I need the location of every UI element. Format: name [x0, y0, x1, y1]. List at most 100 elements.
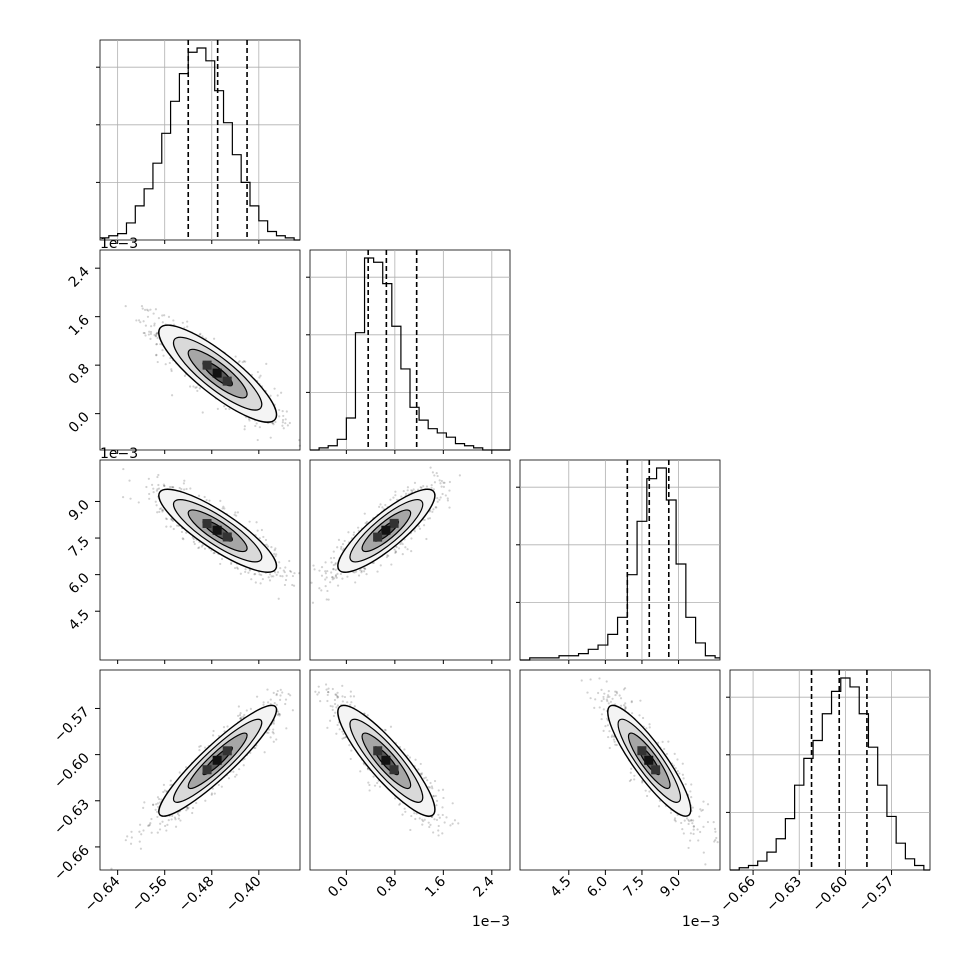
scatter-point	[332, 714, 336, 718]
scatter-point	[384, 503, 387, 507]
scatter-point	[413, 530, 416, 533]
scatter-point	[336, 691, 339, 694]
scatter-point	[336, 696, 339, 699]
scatter-point	[648, 726, 651, 729]
scatter-point	[260, 528, 263, 532]
scatter-point	[157, 805, 160, 809]
scatter-point	[155, 489, 159, 492]
scatter-point	[220, 557, 224, 561]
scatter-point	[275, 738, 278, 741]
scatter-point	[256, 529, 259, 532]
scatter-point	[249, 707, 252, 710]
scatter-point	[289, 570, 293, 573]
scatter-point	[424, 776, 427, 779]
scatter-point	[155, 333, 158, 336]
scatter-point	[334, 563, 337, 566]
scatter-point	[266, 701, 270, 704]
scatter-point	[363, 567, 366, 570]
scatter-point	[157, 487, 161, 490]
scatter-point	[355, 570, 358, 573]
scatter-point	[420, 773, 423, 776]
scatter-point	[394, 550, 398, 554]
scatter-point	[236, 511, 240, 514]
y-tick-label: −0.57	[51, 704, 93, 746]
scatter-point	[360, 569, 363, 573]
scatter-point	[186, 807, 189, 810]
scatter-point	[144, 324, 147, 327]
scatter-point	[174, 825, 178, 828]
scatter-point	[213, 792, 216, 795]
scatter-point	[691, 806, 694, 809]
scatter-point	[431, 787, 434, 790]
scatter-point	[162, 354, 165, 357]
density-cell	[373, 746, 383, 756]
scatter-point	[283, 571, 286, 574]
scatter-point	[343, 695, 347, 699]
scatter-point	[153, 322, 156, 325]
scatter-point	[411, 489, 414, 492]
scatter-point	[681, 773, 684, 776]
y-tick-label: 7.5	[66, 534, 93, 561]
scatter-point	[667, 740, 670, 743]
scatter-point	[430, 785, 434, 788]
scatter-point	[657, 741, 660, 744]
scatter-point	[149, 332, 153, 336]
scatter-point	[440, 479, 443, 483]
scatter-point	[258, 573, 261, 576]
scatter-point	[419, 486, 422, 489]
scatter-point	[442, 481, 445, 484]
scatter-point	[155, 353, 158, 356]
scatter-point	[359, 770, 362, 773]
scatter-point	[186, 320, 189, 323]
y-tick-label: 1.6	[66, 312, 93, 339]
scatter-point	[624, 705, 627, 708]
scatter-point	[161, 321, 164, 324]
scatter-point	[633, 778, 636, 781]
scatter-point	[419, 772, 422, 775]
scatter-point	[160, 507, 163, 510]
scatter-point	[631, 712, 634, 715]
scatter-point	[260, 573, 263, 577]
scatter-point	[409, 828, 412, 832]
x-tick-label: −0.60	[810, 874, 852, 916]
scatter-point	[177, 817, 180, 820]
scatter-point	[147, 824, 150, 827]
scatter-point	[715, 836, 718, 840]
scatter-point	[140, 305, 144, 308]
scatter-point	[692, 828, 695, 831]
scatter-point	[298, 439, 301, 442]
scatter-point	[406, 754, 409, 757]
scatter-point	[690, 796, 693, 799]
scatter-point	[167, 315, 171, 318]
scatter-point	[129, 497, 132, 500]
scatter-point	[156, 336, 159, 340]
scatter-point	[436, 500, 439, 503]
scatter-point	[410, 814, 413, 818]
scatter-point	[614, 693, 617, 697]
scatter-point	[154, 334, 158, 337]
y-tick-label: −0.60	[51, 750, 93, 792]
scatter-point	[336, 695, 340, 699]
scatter-point	[216, 407, 219, 410]
scatter-point	[598, 677, 601, 680]
scatter-point	[425, 537, 428, 541]
scatter-point	[281, 410, 284, 413]
density-cell	[212, 755, 222, 765]
histogram-step	[310, 257, 510, 451]
scatter-point	[279, 567, 282, 570]
scatter-point	[152, 487, 155, 490]
scatter-point	[155, 803, 158, 806]
x-tick-label: 2.4	[471, 873, 498, 900]
scatter-point	[248, 569, 251, 572]
scatter-point	[606, 696, 609, 699]
scatter-point	[624, 707, 627, 710]
scatter-point	[271, 731, 274, 734]
scatter-point	[147, 477, 150, 480]
scatter-point	[608, 746, 611, 750]
scatter-point	[160, 798, 163, 801]
scatter-point	[320, 566, 324, 569]
scatter-point	[389, 725, 393, 728]
scatter-point	[167, 819, 170, 822]
scatter-point	[275, 703, 278, 706]
scatter-point	[434, 506, 437, 509]
